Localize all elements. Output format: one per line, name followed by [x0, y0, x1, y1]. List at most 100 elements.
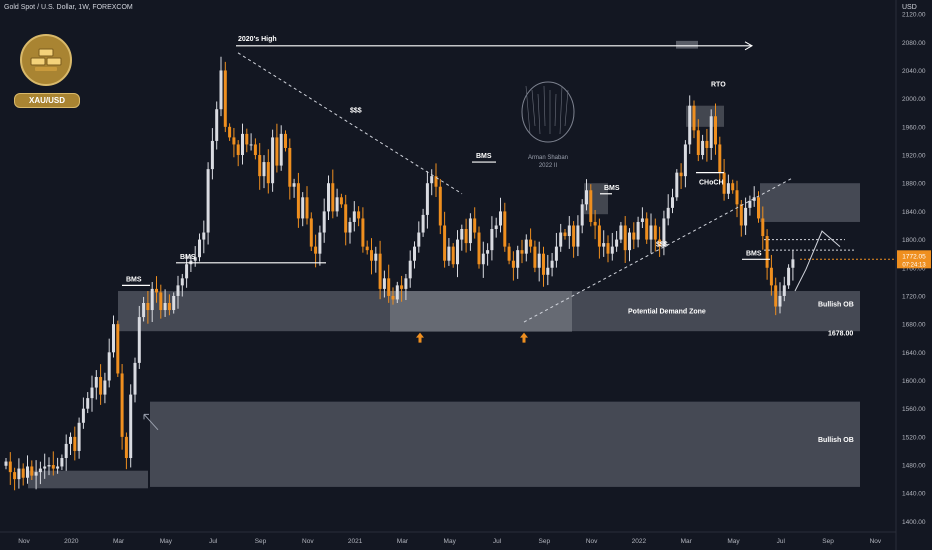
candle-body[interactable]: [563, 232, 567, 237]
candle-body[interactable]: [38, 468, 42, 473]
candle-body[interactable]: [99, 376, 103, 395]
candle-body[interactable]: [47, 465, 51, 467]
candle-body[interactable]: [765, 236, 769, 268]
candle-body[interactable]: [146, 302, 150, 311]
candle-body[interactable]: [628, 232, 631, 251]
candle-body[interactable]: [176, 285, 180, 296]
candle-body[interactable]: [580, 204, 584, 226]
candle-body[interactable]: [774, 285, 778, 307]
candle-body[interactable]: [507, 246, 511, 261]
candle-body[interactable]: [202, 232, 206, 240]
candle-body[interactable]: [64, 443, 68, 459]
candle-body[interactable]: [456, 239, 459, 265]
candle-body[interactable]: [26, 466, 29, 478]
candle-body[interactable]: [671, 197, 674, 208]
candle-body[interactable]: [516, 250, 520, 268]
candle-body[interactable]: [284, 133, 287, 148]
candle-body[interactable]: [13, 472, 17, 480]
candle-body[interactable]: [150, 288, 154, 311]
candle-body[interactable]: [464, 229, 468, 244]
candle-body[interactable]: [778, 295, 782, 307]
candle-body[interactable]: [275, 137, 279, 166]
candle-body[interactable]: [606, 243, 610, 254]
candle-body[interactable]: [120, 373, 124, 437]
candle-body[interactable]: [348, 221, 352, 233]
candle-body[interactable]: [520, 250, 524, 254]
candle-body[interactable]: [791, 259, 795, 268]
candle-body[interactable]: [8, 461, 12, 473]
candle-body[interactable]: [322, 211, 326, 233]
candle-body[interactable]: [271, 137, 275, 184]
candle-body[interactable]: [438, 186, 442, 226]
candle-body[interactable]: [228, 126, 232, 138]
candle-body[interactable]: [210, 140, 214, 170]
candle-body[interactable]: [722, 172, 726, 194]
candle-body[interactable]: [696, 130, 700, 156]
candle-body[interactable]: [305, 197, 309, 219]
candle-body[interactable]: [675, 172, 679, 198]
candle-body[interactable]: [739, 204, 743, 226]
candle-body[interactable]: [30, 466, 34, 476]
candle-body[interactable]: [206, 169, 210, 233]
candle-body[interactable]: [658, 239, 662, 247]
candle-body[interactable]: [352, 211, 356, 222]
candle-body[interactable]: [460, 229, 464, 240]
candle-body[interactable]: [430, 176, 434, 184]
candle-body[interactable]: [17, 468, 21, 480]
candle-body[interactable]: [632, 232, 636, 240]
candle-body[interactable]: [636, 221, 640, 240]
candle-body[interactable]: [215, 109, 219, 141]
candle-body[interactable]: [382, 278, 386, 289]
candle-body[interactable]: [404, 278, 408, 289]
candle-body[interactable]: [86, 398, 90, 409]
candle-body[interactable]: [378, 253, 382, 289]
candle-body[interactable]: [425, 183, 429, 215]
candle-body[interactable]: [155, 288, 158, 293]
candle-body[interactable]: [761, 218, 765, 237]
candle-body[interactable]: [615, 239, 619, 247]
candle-body[interactable]: [142, 302, 146, 318]
candle-body[interactable]: [374, 253, 378, 261]
candle-body[interactable]: [198, 239, 201, 258]
candle-body[interactable]: [94, 376, 98, 388]
candle-body[interactable]: [279, 133, 283, 166]
candle-body[interactable]: [361, 218, 365, 247]
candle-body[interactable]: [619, 225, 623, 240]
candle-body[interactable]: [524, 239, 528, 254]
candle-body[interactable]: [576, 225, 580, 247]
candle-body[interactable]: [468, 218, 472, 244]
candle-body[interactable]: [112, 324, 115, 353]
candle-body[interactable]: [602, 243, 606, 247]
candle-body[interactable]: [662, 218, 666, 247]
candle-body[interactable]: [559, 232, 563, 247]
candle-body[interactable]: [223, 70, 227, 127]
candle-body[interactable]: [331, 183, 335, 212]
candle-body[interactable]: [241, 133, 244, 156]
candle-body[interactable]: [486, 250, 490, 254]
candle-body[interactable]: [318, 232, 322, 254]
candle-body[interactable]: [494, 225, 498, 230]
candle-body[interactable]: [335, 197, 339, 212]
candle-body[interactable]: [163, 302, 167, 311]
candle-body[interactable]: [73, 436, 77, 451]
candle-body[interactable]: [610, 246, 614, 254]
candle-body[interactable]: [511, 260, 515, 268]
candle-body[interactable]: [301, 197, 305, 219]
candle-body[interactable]: [357, 211, 361, 219]
candle-body[interactable]: [709, 116, 713, 148]
candle-body[interactable]: [787, 267, 791, 286]
candle-body[interactable]: [34, 472, 38, 476]
candle-body[interactable]: [391, 295, 395, 300]
candle-body[interactable]: [490, 229, 494, 251]
candle-body[interactable]: [434, 176, 438, 187]
candle-body[interactable]: [473, 218, 477, 233]
candle-body[interactable]: [589, 190, 593, 222]
candle-body[interactable]: [585, 190, 588, 205]
candle-body[interactable]: [77, 422, 81, 451]
candle-body[interactable]: [782, 285, 786, 296]
candle-body[interactable]: [180, 278, 184, 286]
candle-body[interactable]: [172, 295, 176, 311]
candle-body[interactable]: [327, 183, 330, 212]
candle-body[interactable]: [103, 380, 107, 395]
candle-body[interactable]: [314, 246, 318, 254]
